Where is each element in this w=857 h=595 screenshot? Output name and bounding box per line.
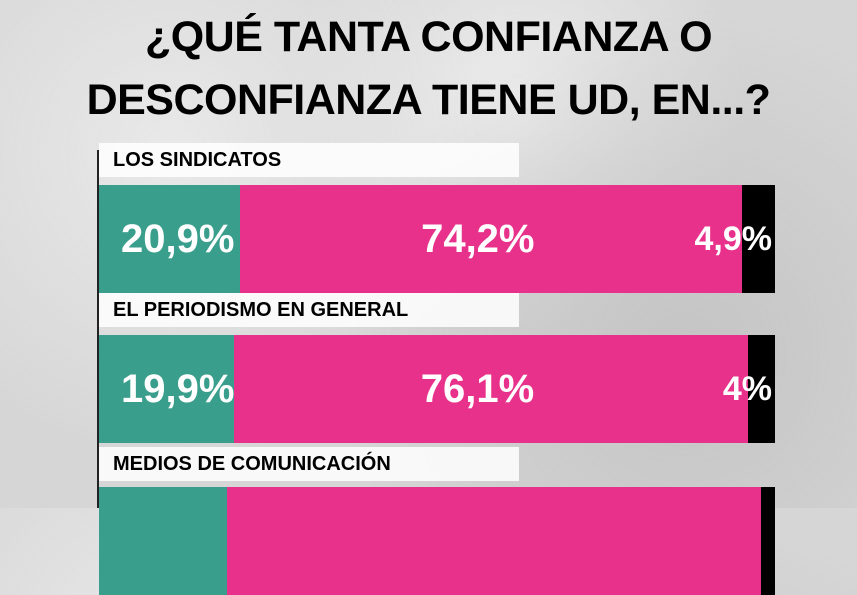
bar-segment-desconfianza: [227, 487, 762, 595]
category-label: EL PERIODISMO EN GENERAL: [113, 299, 409, 321]
y-axis-line: [97, 150, 99, 508]
data-label: 20,9%: [121, 217, 235, 261]
bar-segment-nsnc: [741, 185, 775, 293]
category-label-band: [99, 447, 519, 481]
bar-segment-confianza: [99, 335, 234, 443]
category-label-band: [99, 293, 519, 327]
category-label: MEDIOS DE COMUNICACIÓN: [113, 453, 391, 475]
bar-segment-confianza: [99, 185, 241, 293]
bar-segment-desconfianza: [240, 185, 742, 293]
bar-segment-nsnc: [747, 335, 775, 443]
data-label: 4%: [722, 370, 772, 408]
data-label: 74,2%: [421, 217, 535, 261]
category-label-band: [99, 143, 519, 177]
chart-title-line-1: ¿QUÉ TANTA CONFIANZA O: [144, 13, 713, 61]
chart-title-line-2: DESCONFIANZA TIENE UD, EN...?: [86, 76, 771, 124]
data-label: 19,9%: [121, 367, 235, 411]
bar-segment-nsnc: [761, 487, 775, 595]
data-label: 76,1%: [420, 367, 535, 411]
data-label: 4,9%: [694, 220, 773, 258]
bar-segment-desconfianza: [233, 335, 748, 443]
category-label: LOS SINDICATOS: [113, 149, 282, 171]
bar-segment-confianza: [99, 487, 228, 595]
